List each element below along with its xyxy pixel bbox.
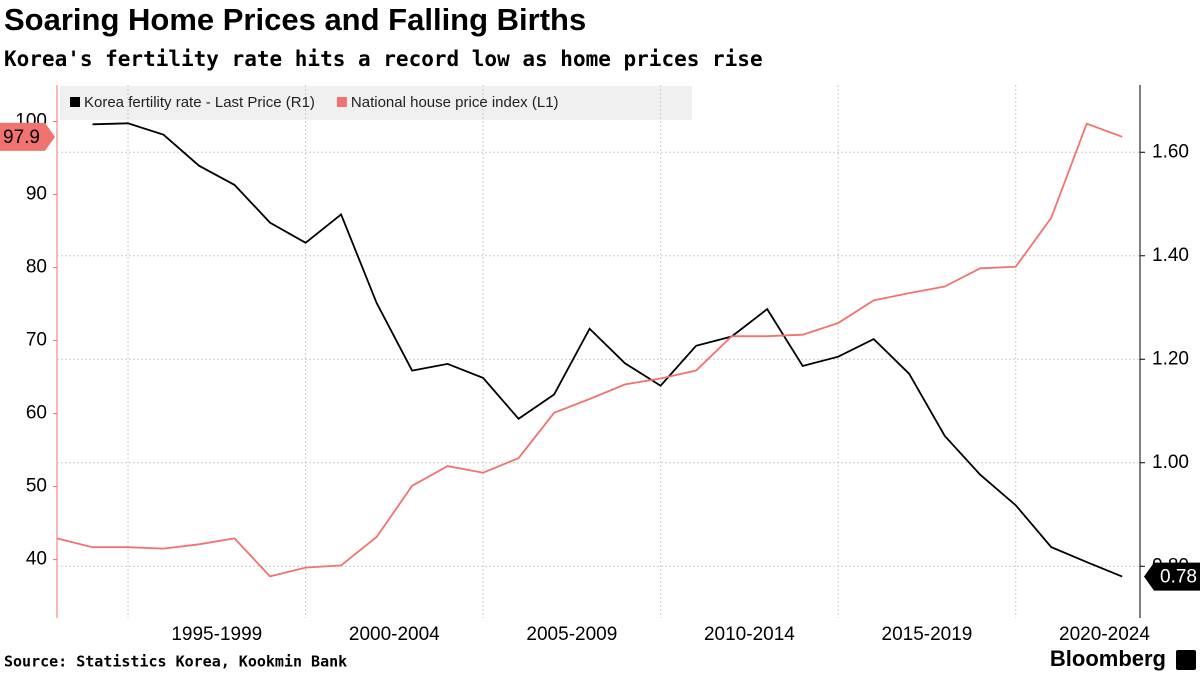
y-tick-label: 80 xyxy=(26,257,47,278)
legend-label: Korea fertility rate - Last Price (R1) xyxy=(84,94,315,111)
y2-tick-label: 1.60 xyxy=(1152,141,1189,162)
last-value-tag xyxy=(1144,562,1200,591)
series-line xyxy=(92,122,1123,578)
legend-swatch xyxy=(70,97,80,107)
legend-label: National house price index (L1) xyxy=(351,94,559,111)
y-tick-label: 90 xyxy=(26,184,47,205)
brand-icon xyxy=(1176,650,1196,670)
source: Source: Statistics Korea, Kookmin Bank xyxy=(4,653,347,671)
last-value-label: 0.78 xyxy=(1160,567,1197,588)
brand: Bloomberg xyxy=(1050,646,1166,671)
x-tick-label: 1995-1999 xyxy=(171,624,262,645)
y2-tick-label: 1.20 xyxy=(1152,348,1189,369)
y-tick-label: 70 xyxy=(26,330,47,351)
legend-swatch xyxy=(336,97,347,107)
x-tick-label: 2005-2009 xyxy=(526,624,617,645)
x-tick-label: 2010-2014 xyxy=(704,624,795,645)
y-tick-label: 40 xyxy=(26,549,47,570)
y-tick-label: 60 xyxy=(26,403,47,424)
y-tick-label: 50 xyxy=(26,476,47,497)
series-line xyxy=(56,122,1123,578)
x-tick-label: 2015-2019 xyxy=(882,624,973,645)
last-value-tag xyxy=(0,122,55,151)
last-value-label: 97.9 xyxy=(3,127,40,148)
x-tick-label: 2020-2024 xyxy=(1059,624,1150,645)
chart-title: Soaring Home Prices and Falling Births xyxy=(4,2,586,37)
y2-tick-label: 1.40 xyxy=(1152,245,1189,266)
x-tick-label: 2000-2004 xyxy=(349,624,440,645)
chart-subtitle: Korea's fertility rate hits a record low… xyxy=(4,47,763,71)
y2-tick-label: 1.00 xyxy=(1152,452,1189,473)
legend-box xyxy=(60,86,692,120)
